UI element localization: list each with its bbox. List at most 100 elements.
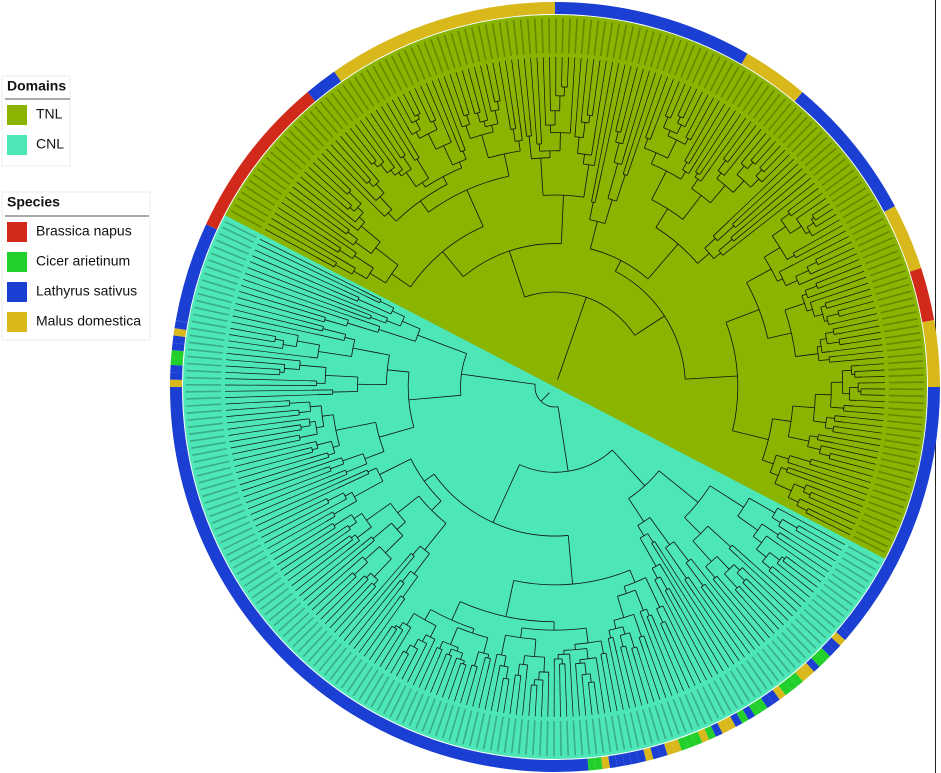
leaf-label [255,582,286,605]
branch [795,353,819,357]
branch-arc [419,545,430,554]
branch [458,662,462,668]
leaf-label [821,164,850,187]
branch-arc [811,214,816,221]
branch [614,260,622,272]
branch [530,684,532,693]
species-ring-segment [615,753,625,767]
branch [534,639,537,657]
branch [442,663,455,698]
branch-arc [583,163,595,167]
species-ring-segment [840,387,940,635]
branch [809,435,819,438]
species-ring-segment [831,632,846,646]
branch [339,249,353,259]
branch [710,117,747,168]
branch [751,177,811,227]
leaf-label [839,193,870,213]
branch [829,360,844,363]
branch [799,498,811,505]
branch-arc [460,149,466,153]
branch [660,623,668,639]
leaf-label [323,647,348,676]
branch-arc [654,576,661,581]
leaf-label [812,599,841,623]
branch [491,125,494,132]
branch [834,332,845,335]
branch [684,117,690,127]
branch [460,653,464,660]
leaf-label [214,515,248,531]
leaf-label [205,265,240,279]
branch [661,551,735,665]
branch-arc [346,319,349,327]
branch [381,106,409,150]
branch [486,64,494,94]
branch [847,410,884,415]
branch [418,650,437,688]
branch [723,583,770,638]
branch [649,517,670,545]
leaf-label [292,621,319,648]
branch [439,641,444,649]
branch [833,426,840,428]
branch-arc [776,532,781,538]
leaf-label [277,607,306,632]
leaf-label [340,658,363,689]
branch [299,433,318,438]
species-ring-segment [760,694,774,709]
branch [432,639,436,644]
branch [833,459,875,471]
branch [588,59,595,105]
branch-arc [574,136,584,138]
leaf-label [428,700,442,735]
leaf-label [726,70,746,101]
branch [323,466,330,470]
branch [299,364,326,368]
branch [569,124,572,134]
branch [795,255,800,259]
species-ring-segment [171,342,185,352]
branch [541,687,544,717]
leaf-label [196,299,231,310]
branch-arc [623,577,646,587]
branch [459,104,465,117]
branch [340,498,347,503]
branch [394,158,403,170]
branch [597,63,620,170]
leaf-label [720,66,740,98]
branch [483,121,486,127]
branch [340,535,351,543]
branch [620,647,623,653]
leaf-label [475,713,485,748]
branch [639,655,655,702]
branch [344,238,354,246]
branch [374,635,393,664]
branch [503,153,510,177]
leaf-label [691,50,708,84]
leaf-label [477,25,487,61]
branch [330,463,344,470]
branch [643,635,649,649]
branch [465,125,471,139]
branch [798,525,807,531]
branch [267,514,329,550]
branch [348,191,362,204]
branch [634,315,665,336]
branch [733,225,753,242]
branch [682,195,702,220]
branch [379,426,414,438]
branch [688,94,709,131]
branch [367,467,377,473]
branch [485,112,489,121]
branch-arc [411,129,421,135]
leaf-label [329,651,353,681]
leaf-label [875,283,910,295]
branch [536,57,542,139]
leaf-label [648,707,660,742]
branch [524,119,528,137]
branch [810,300,815,303]
branch [281,201,346,246]
branch-arc [459,601,555,623]
branch-arc [780,219,791,234]
